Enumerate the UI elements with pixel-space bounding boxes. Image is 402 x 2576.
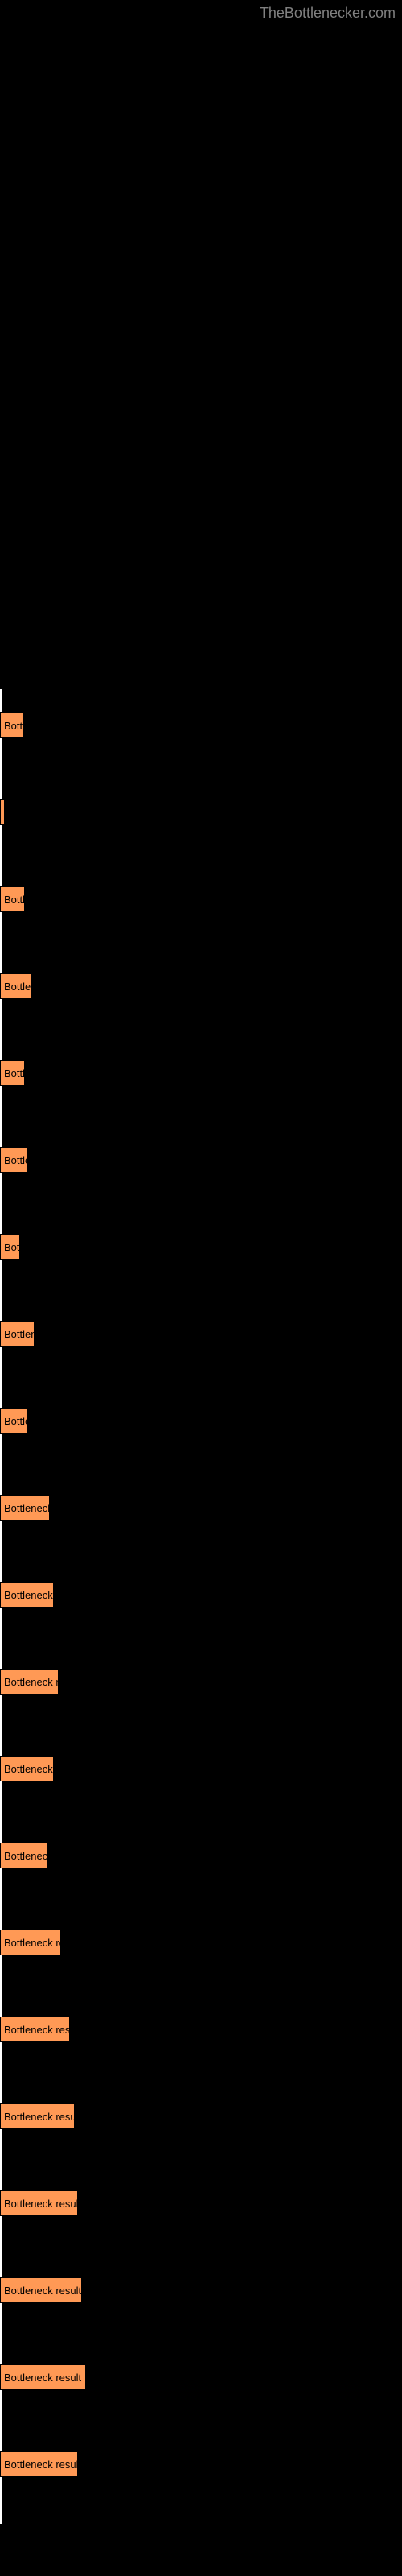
bar: Bottleneck result (0, 2103, 75, 2129)
bar: Bottlen (0, 1408, 28, 1434)
bar: Bottleneck re (0, 1843, 47, 1868)
bar: Bottlen (0, 1147, 28, 1173)
bar: Bot (0, 1234, 20, 1260)
bar (0, 799, 5, 825)
bar: Bottlenec (0, 973, 32, 999)
bar: Bottle (0, 1060, 25, 1086)
bar: Bottleneck result (0, 2451, 78, 2477)
bar: Bottleneck result (0, 2277, 82, 2303)
bar: Bottleneck res (0, 1495, 50, 1521)
bar: Bottleneck result (0, 2190, 78, 2216)
bar: Bottleneck resu (0, 1756, 54, 1781)
bar: Bottle (0, 886, 25, 912)
bar: Bottleneck (0, 1321, 35, 1347)
bar: Bottleneck result (0, 2017, 70, 2042)
bar: Bott (0, 712, 23, 738)
bar: Bottleneck result (0, 1669, 59, 1695)
watermark-text: TheBottlenecker.com (260, 5, 396, 22)
bar: Bottleneck result (0, 2364, 86, 2390)
bar: Bottleneck resu (0, 1582, 54, 1608)
bar: Bottleneck result (0, 1930, 61, 1955)
